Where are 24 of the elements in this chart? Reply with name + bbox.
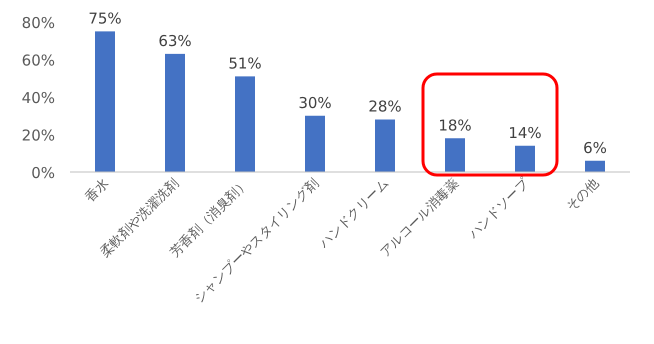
x-tick-label: その他 [564, 176, 602, 214]
bar [445, 138, 465, 172]
y-tick-label: 60% [22, 52, 55, 70]
y-tick-label: 0% [31, 164, 55, 182]
bar [585, 160, 605, 172]
data-label: 18% [438, 116, 472, 134]
data-label: 51% [228, 54, 262, 72]
bar [375, 120, 395, 172]
y-tick-label: 80% [22, 14, 55, 32]
data-label: 75% [88, 9, 122, 28]
data-label: 6% [583, 138, 607, 157]
x-tick-label: 香水 [82, 176, 112, 206]
y-tick-label: 40% [22, 89, 55, 107]
bar [305, 116, 325, 172]
bar [235, 76, 255, 172]
bar [515, 146, 535, 172]
data-label: 14% [508, 124, 542, 142]
data-label: 30% [298, 94, 332, 112]
x-tick-label: ハンドソープ [465, 176, 533, 243]
bar [165, 54, 185, 172]
y-tick-label: 20% [22, 126, 55, 144]
bar [95, 31, 115, 172]
data-label: 63% [158, 32, 192, 50]
data-label: 28% [368, 98, 402, 116]
